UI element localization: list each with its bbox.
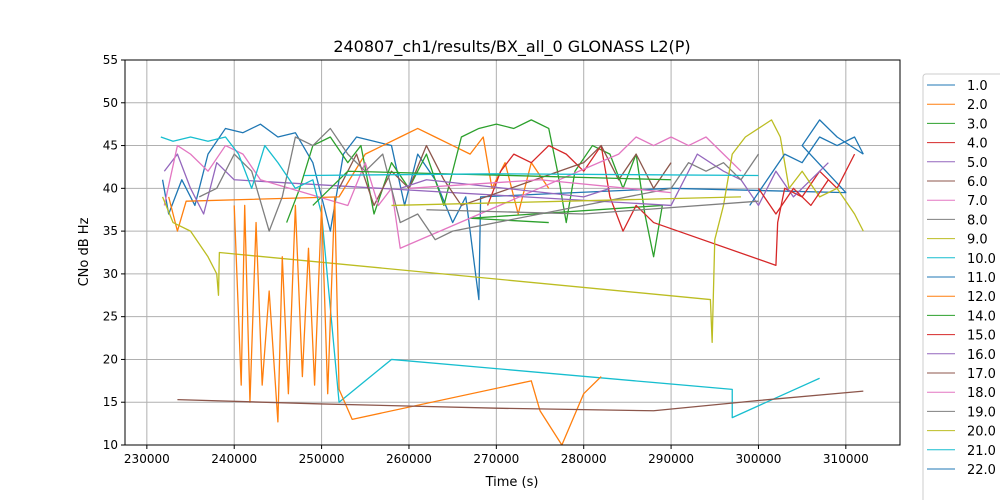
x-tick-label: 230000: [124, 452, 170, 466]
series-line-16.0: [400, 179, 611, 198]
legend-label: 3.0: [967, 117, 988, 132]
legend-label: 5.0: [967, 156, 988, 171]
series-line-10.0: [160, 136, 820, 419]
x-tick-label: 260000: [386, 452, 432, 466]
legend-label: 22.0: [967, 463, 996, 478]
x-tick-label: 300000: [736, 452, 782, 466]
legend-label: 10.0: [967, 252, 996, 267]
x-tick-label: 250000: [299, 452, 345, 466]
y-tick-label: 50: [103, 96, 118, 110]
series-line-21.0: [304, 173, 759, 177]
legend-label: 8.0: [967, 213, 988, 228]
legend-label: 18.0: [967, 386, 996, 401]
legend-label: 7.0: [967, 194, 988, 209]
legend-label: 12.0: [967, 290, 996, 305]
legend: 1.0 2.0 3.0 4.0 5.0 6.0 7.0 8.0 9.0 10.0 11.0 12.0 1…: [922, 73, 1000, 500]
y-tick-label: 10: [103, 438, 118, 452]
series-group: [160, 119, 864, 445]
legend-label: 16.0: [967, 348, 996, 363]
series-line-12.0: [233, 196, 602, 445]
x-tick-label: 280000: [561, 452, 607, 466]
series-line-8.0: [198, 127, 759, 241]
y-tick-label: 15: [103, 395, 118, 409]
legend-label: 19.0: [967, 405, 996, 420]
y-tick-label: 55: [103, 53, 118, 67]
chart-title: 240807_ch1/results/BX_all_0 GLONASS L2(P…: [333, 37, 690, 57]
legend-label: 6.0: [967, 175, 988, 190]
series-line-19.0: [426, 200, 759, 215]
x-tick-label: 270000: [473, 452, 519, 466]
y-tick-label: 45: [103, 139, 118, 153]
grid: [125, 59, 900, 446]
x-tick-label: 310000: [823, 452, 869, 466]
y-axis-label: CNo dB Hz: [77, 217, 92, 286]
legend-label: 17.0: [967, 367, 996, 382]
legend-label: 1.0: [967, 79, 988, 94]
y-tick-label: 30: [103, 267, 118, 281]
y-tick-label: 40: [103, 181, 118, 195]
series-line-20.0: [391, 196, 741, 207]
axis-ticks: 230000 240000 250000 260000 270000 280000 2900…: [103, 53, 869, 466]
legend-label: 11.0: [967, 271, 996, 286]
plot-frame: [124, 59, 901, 446]
legend-label: 20.0: [967, 425, 996, 440]
legend-label: 21.0: [967, 444, 996, 459]
series-line-7.0: [163, 136, 742, 249]
legend-label: 4.0: [967, 137, 988, 152]
series-line-11.0: [749, 136, 864, 206]
series-line-15.0: [757, 179, 829, 215]
y-tick-label: 20: [103, 352, 118, 366]
legend-label: 15.0: [967, 329, 996, 344]
x-tick-label: 290000: [648, 452, 694, 466]
y-tick-label: 25: [103, 310, 118, 324]
legend-label: 14.0: [967, 309, 996, 324]
series-line-14.0: [312, 170, 672, 206]
series-line-9.0: [161, 119, 864, 343]
legend-label: 2.0: [967, 98, 988, 113]
legend-label: 9.0: [967, 233, 988, 248]
y-tick-label: 35: [103, 224, 118, 238]
series-line-17.0: [177, 390, 864, 412]
x-axis-label: Time (s): [485, 475, 539, 490]
series-line-5.0: [163, 153, 829, 215]
series-line-2.0: [168, 127, 550, 232]
x-tick-label: 240000: [211, 452, 257, 466]
series-line-18.0: [408, 179, 672, 194]
